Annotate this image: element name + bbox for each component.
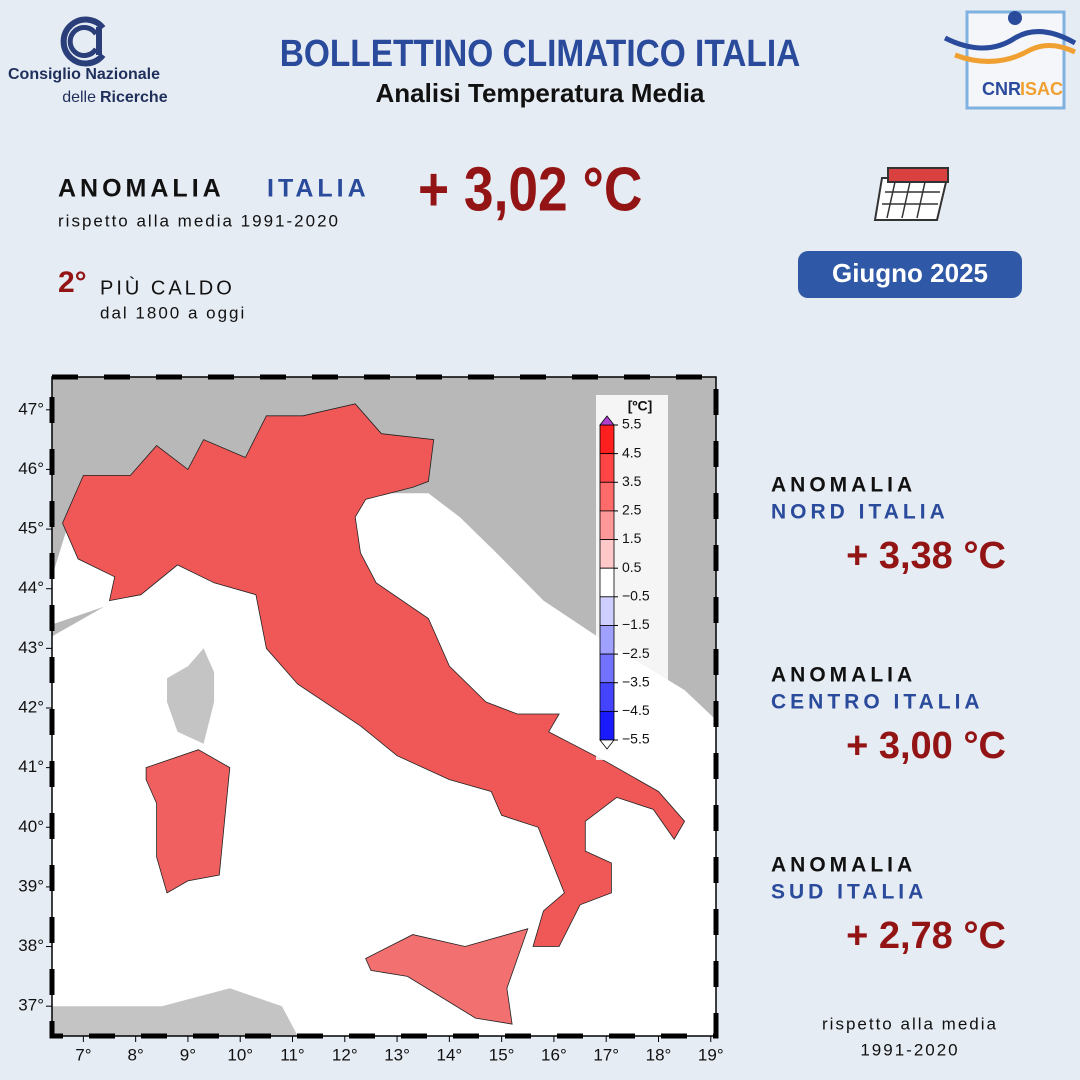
colorbar-label: −2.5 [622,645,650,661]
rank: 2° [58,266,87,299]
y-tick-label: 46° [18,459,44,478]
org-name: delle [62,89,96,106]
footnote: 1991-2020 [860,1040,959,1059]
org-name: Consiglio Nazionale [8,66,160,83]
sicily [365,928,529,1025]
x-tick-label: 16° [541,1045,567,1064]
x-tick-label: 13° [384,1045,410,1064]
footnote: rispetto alla media [822,1014,998,1033]
colorbar-label: −3.5 [622,673,650,689]
region-label: ANOMALIA [771,664,916,687]
x-tick-label: 8° [128,1045,144,1064]
x-tick-label: 17° [593,1045,619,1064]
x-tick-label: 11° [280,1045,304,1064]
calendar-icon [873,167,949,221]
logo-isac: ISAC [1020,79,1063,99]
title: BOLLETTINO CLIMATICO ITALIA [280,32,801,74]
rank-text: PIÙ CALDO [100,276,235,299]
region-label: ANOMALIA [771,474,916,497]
colorbar-label: −5.5 [622,731,650,747]
region-name: NORD ITALIA [771,501,949,524]
colorbar-band [599,453,615,483]
reference: rispetto alla media 1991-2020 [58,211,340,230]
y-tick-label: 47° [18,399,44,418]
x-tick-label: 10° [227,1045,253,1064]
x-tick-label: 12° [332,1045,358,1064]
colorbar-band [599,710,615,741]
x-tick-label: 18° [646,1045,672,1064]
y-tick-label: 40° [18,817,44,836]
y-tick-label: 45° [18,519,44,538]
region-value: + 3,00 °C [846,725,1006,767]
y-tick-label: 38° [18,936,44,955]
x-tick-label: 15° [489,1045,515,1064]
colorbar-band [599,625,615,655]
rank-since: dal 1800 a oggi [100,303,246,322]
sardinia [145,749,231,894]
corsica [167,648,215,744]
colorbar-band [599,481,615,512]
colorbar-unit: [ºC] [628,398,653,414]
y-tick-label: 44° [18,578,44,597]
region-name: CENTRO ITALIA [771,691,984,714]
cnr-logo [60,16,106,67]
colorbar-label: 2.5 [622,502,642,518]
anomaly-region: ITALIA [267,175,370,203]
y-tick-label: 39° [18,876,44,895]
logo-cnr: CNR [982,79,1021,99]
colorbar-label: 1.5 [622,530,642,546]
colorbar-label: −0.5 [622,588,650,604]
x-tick-label: 7° [75,1045,91,1064]
y-tick-label: 41° [18,757,44,776]
x-tick-label: 9° [180,1045,196,1064]
period: Giugno 2025 [832,258,988,288]
colorbar-band [599,682,615,712]
colorbar-band [599,510,615,540]
colorbar-label: 4.5 [622,444,642,460]
colorbar-band [599,653,615,684]
y-tick-label: 43° [18,638,44,657]
colorbar-band [599,539,615,569]
y-tick-label: 42° [18,697,44,716]
region-value: + 2,78 °C [846,915,1006,957]
tunisia [52,988,298,1036]
colorbar-top [599,415,615,426]
org-name: Ricerche [100,89,168,106]
y-tick-label: 37° [18,996,44,1015]
colorbar-band [599,424,615,455]
subtitle: Analisi Temperatura Media [376,78,705,108]
colorbar-band [599,567,615,598]
italy [62,403,686,947]
colorbar-band [599,596,615,626]
region-value: + 3,38 °C [846,535,1006,577]
map-frame-inner [51,376,717,1037]
colorbar-label: 0.5 [622,559,642,575]
colorbar-label: −1.5 [622,616,650,632]
colorbar-label: 3.5 [622,473,642,489]
x-tick-label: 19° [698,1045,724,1064]
map: 7° 8° 9° 10° 11° 12° 13° 14° 15° 16° 17° 18° 19° 37° 3… [18,374,724,1064]
x-tick-label: 14° [436,1045,462,1064]
region-name: SUD ITALIA [771,881,927,904]
regions: ANOMALIA NORD ITALIA + 3,38 °C ANOMALIA CENT… [771,474,1006,957]
colorbar-label: −4.5 [622,702,650,718]
period-badge [798,251,1022,298]
region-label: ANOMALIA [771,854,916,877]
anomaly-value: + 3,02 °C [418,156,642,225]
anomaly-label: ANOMALIA [58,175,225,203]
isac-logo [943,10,1077,110]
colorbar-bottom [599,739,615,750]
colorbar-label: 5.5 [622,416,642,432]
